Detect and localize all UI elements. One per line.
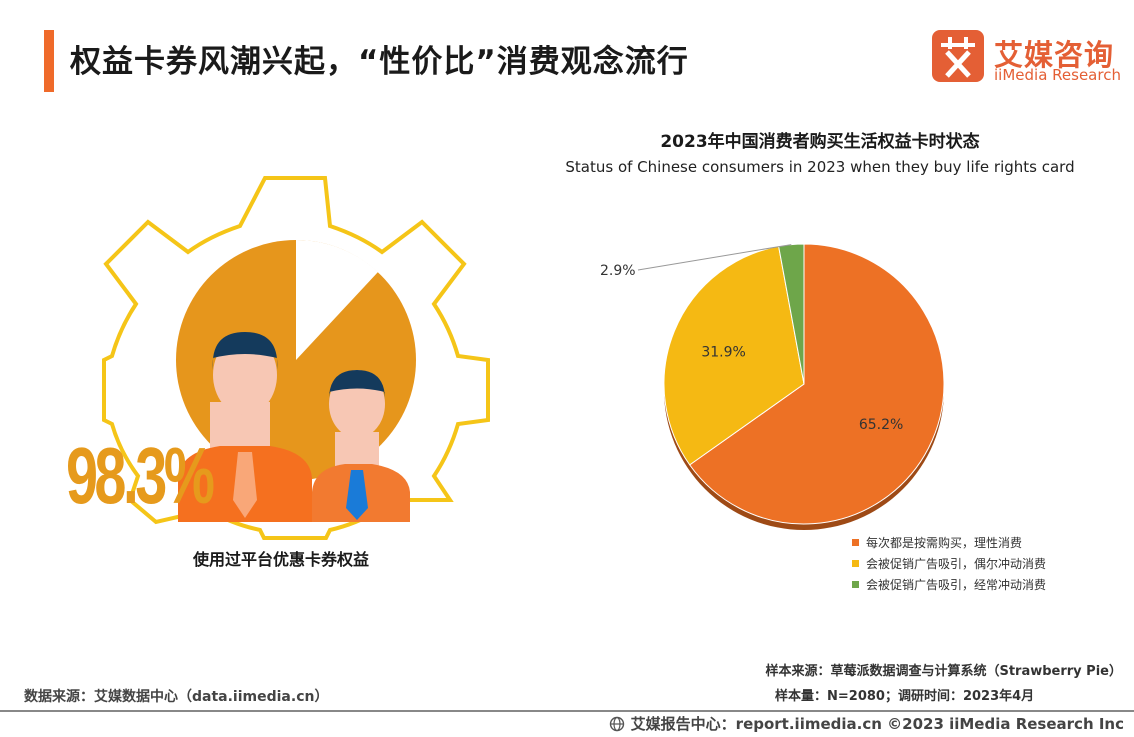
usage-caption: 使用过平台优惠卡券权益 <box>193 550 370 569</box>
legend-item-0: 每次都是按需购买，理性消费 <box>852 532 1046 553</box>
legend-swatch-1 <box>852 560 859 567</box>
data-source: 数据来源：艾媒数据中心（data.iimedia.cn） <box>24 689 329 705</box>
legend-label-2: 会被促销广告吸引，经常冲动消费 <box>866 578 1047 592</box>
logo-mark-icon <box>932 30 984 82</box>
pie-label-1: 31.9% <box>701 344 745 360</box>
gear-outline-icon <box>102 176 490 540</box>
pie-leader-line-2 <box>637 244 792 271</box>
usage-percentage: 98.3% <box>66 431 215 520</box>
legend-swatch-0 <box>852 539 859 546</box>
chart-legend: 每次都是按需购买，理性消费会被促销广告吸引，偶尔冲动消费 会被促销广告吸引，经常冲… <box>852 532 1046 595</box>
legend-swatch-2 <box>852 581 859 588</box>
page-title: 权益卡券风潮兴起，“性价比”消费观念流行 <box>70 44 689 80</box>
pie-chart: 65.2% 31.9% 2.9% <box>600 243 945 530</box>
chart-subtitle: Status of Chinese consumers in 2023 when… <box>565 158 1075 176</box>
gear-people-illustration <box>102 176 490 540</box>
logo-name-cn: 艾媒咨询 <box>994 38 1115 72</box>
legend-item-1: 会被促销广告吸引，偶尔冲动消费 <box>852 553 1046 574</box>
legend-label-1: 会被促销广告吸引，偶尔冲动消费 <box>866 557 1047 571</box>
logo-name-en: iiMedia Research <box>994 66 1121 84</box>
pie-slice-1 <box>663 245 805 466</box>
pie-label-0: 65.2% <box>859 417 903 433</box>
footer-text: 艾媒报告中心：report.iimedia.cn ©2023 iiMedia R… <box>630 715 1124 733</box>
chart-title: 2023年中国消费者购买生活权益卡时状态 <box>660 132 980 152</box>
person-right-icon <box>312 370 410 522</box>
footer-divider <box>0 710 1134 712</box>
person-left-icon <box>178 332 312 522</box>
pie-slice-0 <box>689 243 945 525</box>
legend-label-0: 每次都是按需购买，理性消费 <box>866 536 1023 550</box>
iimedia-logo: 艾媒咨询 iiMedia Research <box>932 28 1122 88</box>
globe-icon <box>609 716 624 731</box>
pie-label-2: 2.9% <box>600 263 636 279</box>
sample-source: 样本来源：草莓派数据调查与计算系统（Strawberry Pie） <box>765 664 1122 679</box>
legend-item-2: 会被促销广告吸引，经常冲动消费 <box>852 574 1046 595</box>
title-accent-bar <box>44 30 54 92</box>
footer-report-center: 艾媒报告中心：report.iimedia.cn ©2023 iiMedia R… <box>609 713 1124 734</box>
sample-size: 样本量：N=2080；调研时间：2023年4月 <box>775 689 1035 704</box>
